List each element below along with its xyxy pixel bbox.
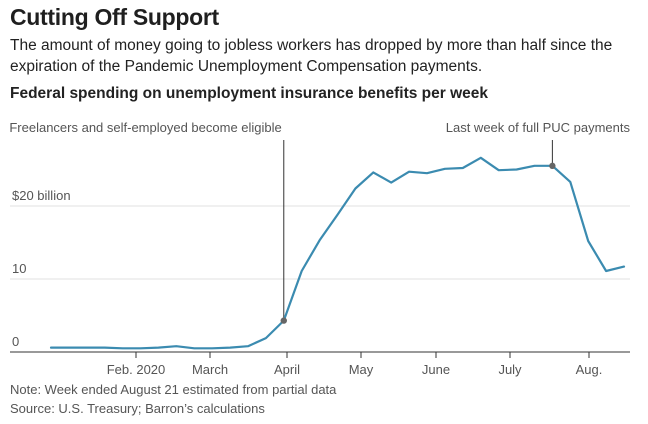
chart-source: Source: U.S. Treasury; Barron’s calculat…	[10, 401, 265, 416]
y-tick-label: 10	[12, 261, 26, 276]
annotation-labels: Freelancers and self-employed become eli…	[9, 120, 630, 135]
grid-lines	[10, 205, 630, 280]
x-tick-label: May	[349, 362, 374, 377]
x-tick-label: July	[498, 362, 522, 377]
annotation-lines	[283, 140, 553, 321]
annotation-marker	[280, 317, 287, 324]
series-line	[49, 156, 626, 350]
x-tick-marks	[135, 352, 590, 358]
line-chart: 0 10 $20 billion Freelancers and self-empl…	[9, 120, 630, 377]
x-tick-label: April	[274, 362, 300, 377]
chart-title: Cutting Off Support	[10, 4, 219, 30]
annotation-markers	[280, 162, 556, 324]
annotation-label: Freelancers and self-employed become eli…	[9, 120, 281, 135]
chart-heading: Federal spending on unemployment insuran…	[10, 85, 489, 102]
y-tick-label: 0	[12, 334, 19, 349]
y-tick-labels: 0 10 $20 billion	[12, 188, 71, 349]
x-tick-label: March	[192, 362, 228, 377]
x-tick-label: Feb. 2020	[107, 362, 166, 377]
annotation-marker	[549, 162, 556, 170]
chart-note: Note: Week ended August 21 estimated fro…	[10, 382, 337, 397]
chart-subtitle: The amount of money going to jobless wor…	[10, 37, 613, 75]
x-tick-label: June	[422, 362, 450, 377]
x-tick-labels: Feb. 2020 March April May June July Aug.	[107, 362, 603, 377]
annotation-label: Last week of full PUC payments	[446, 120, 631, 135]
x-tick-label: Aug.	[576, 362, 603, 377]
y-tick-label: $20 billion	[12, 188, 71, 203]
